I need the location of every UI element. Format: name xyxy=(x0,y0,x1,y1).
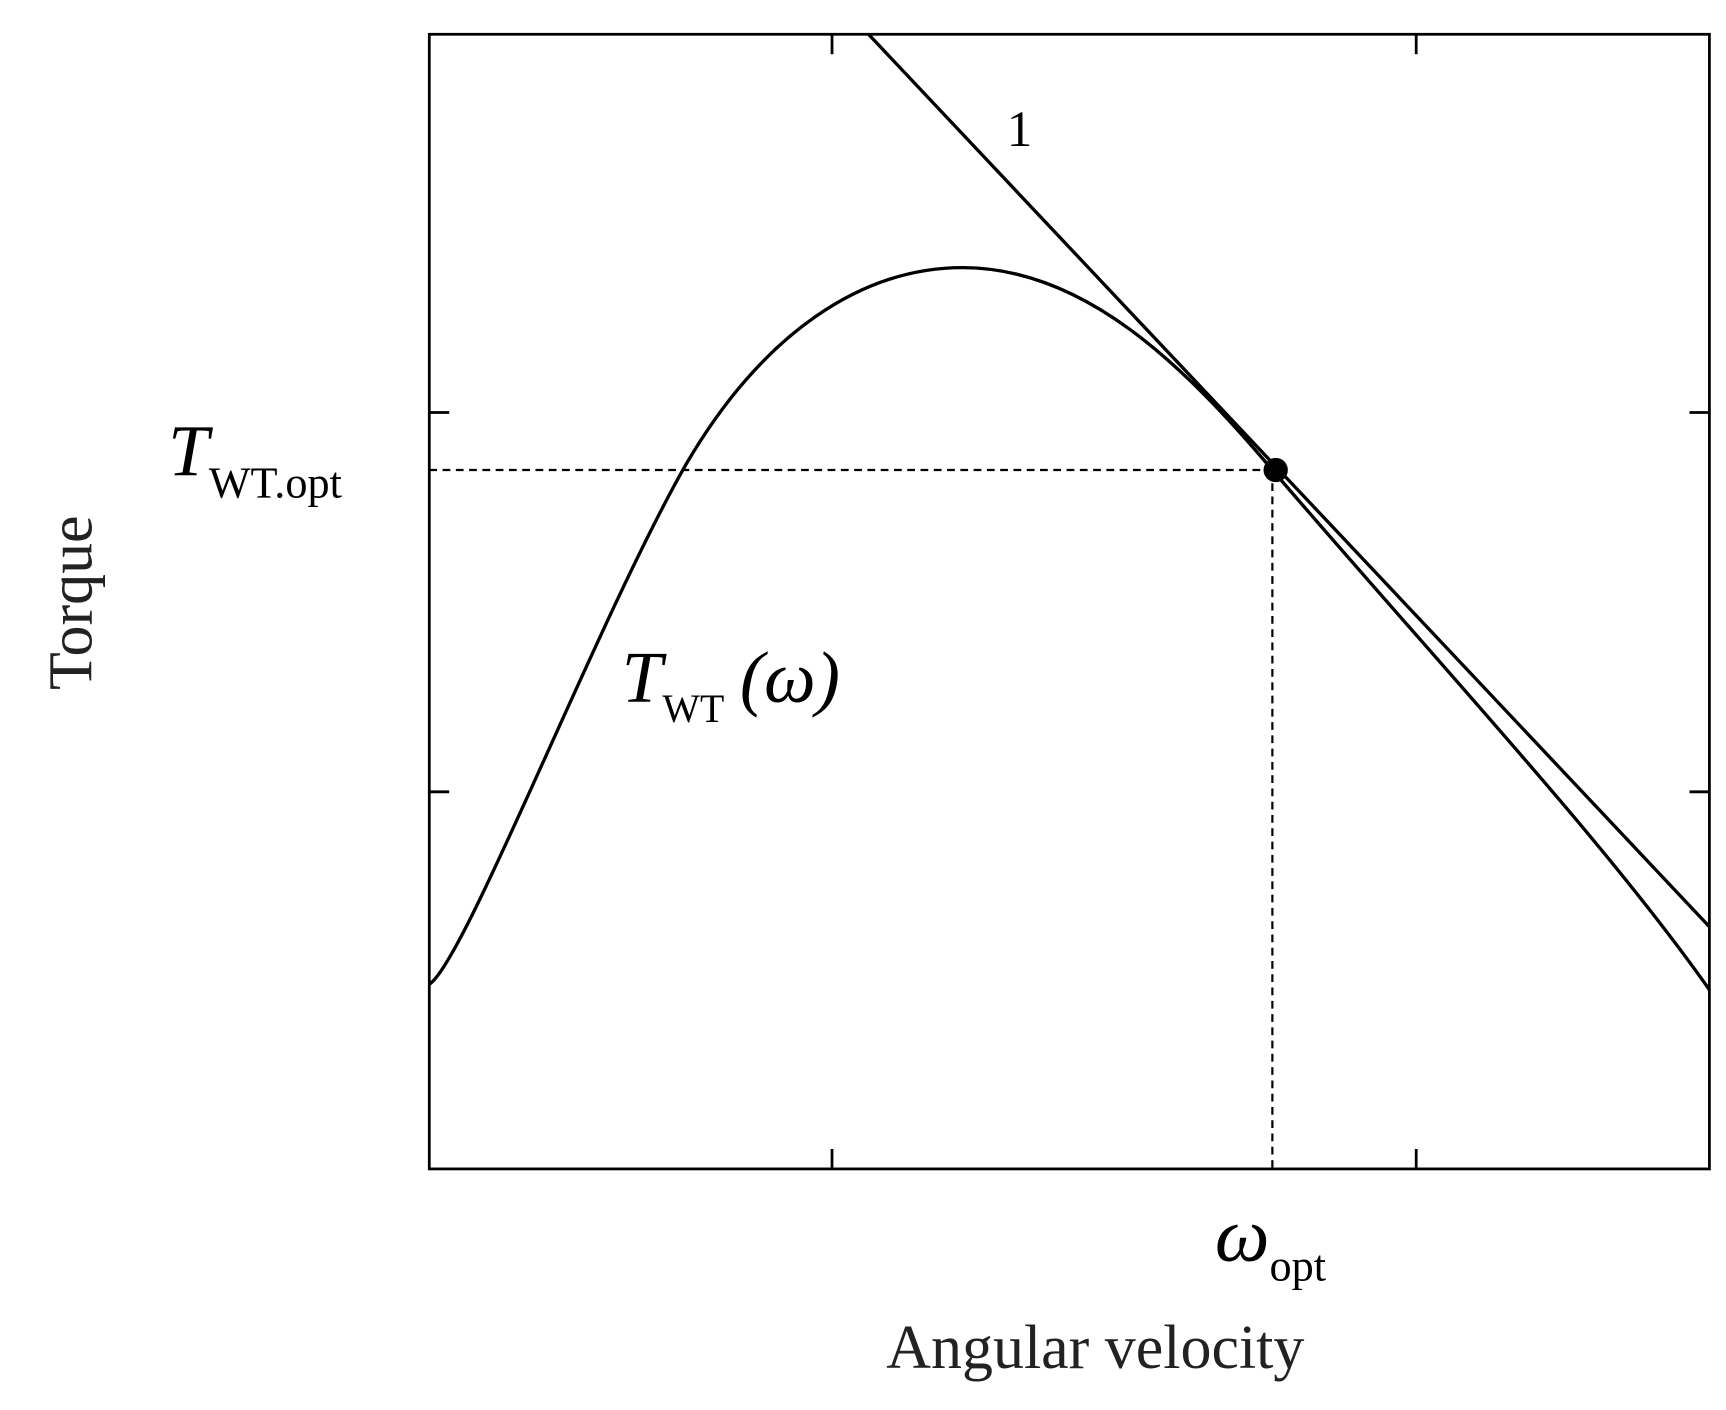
t-opt-label: TWT.opt xyxy=(168,411,342,508)
plot-frame xyxy=(427,32,1711,1171)
argument: (ω) xyxy=(740,637,840,718)
ticks xyxy=(429,34,1710,1169)
optimal-point xyxy=(1263,457,1288,483)
subscript: WT xyxy=(662,687,724,731)
line-label: 1 xyxy=(1007,102,1032,158)
omega-opt-label: ωopt xyxy=(1215,1192,1327,1291)
curve-label: TWT (ω) xyxy=(622,637,840,731)
subscript: opt xyxy=(1270,1242,1327,1291)
symbol: T xyxy=(168,411,213,492)
symbol: ω xyxy=(1215,1192,1270,1278)
tangent-line xyxy=(867,33,1711,928)
torque-curve xyxy=(428,265,1711,991)
symbol: T xyxy=(622,637,667,718)
y-axis-label: Torque xyxy=(38,515,106,690)
x-axis-label: Angular velocity xyxy=(886,1314,1304,1382)
subscript: WT.opt xyxy=(209,459,343,508)
